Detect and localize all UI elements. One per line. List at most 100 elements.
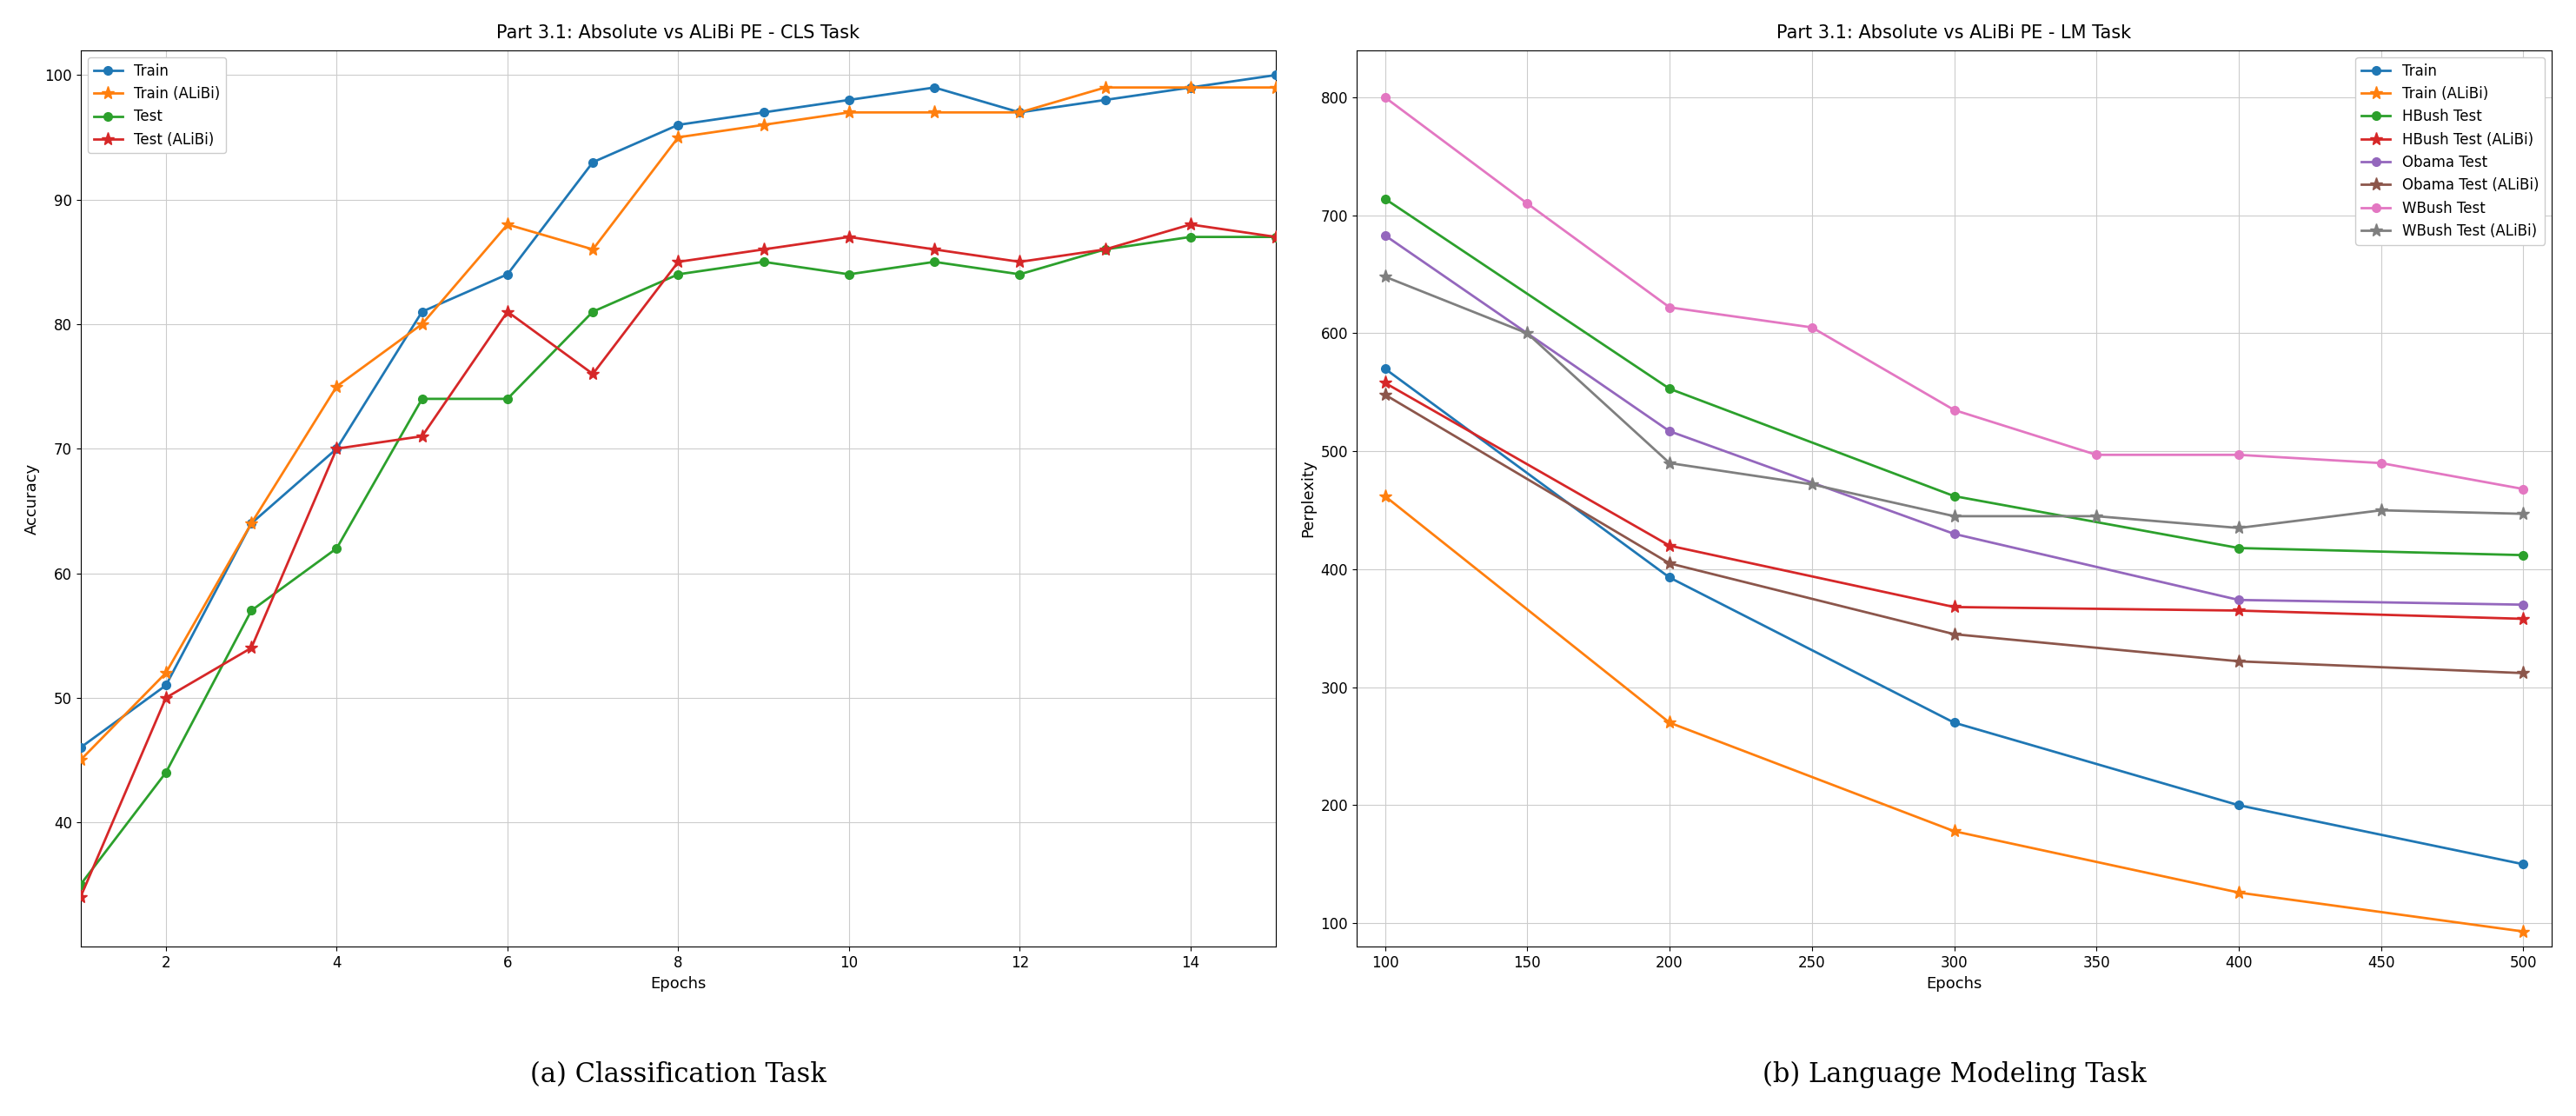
HBush Test (ALiBi) xyxy=(2223,604,2254,617)
Test xyxy=(662,268,693,281)
Line: Test: Test xyxy=(77,233,1280,888)
HBush Test (ALiBi) xyxy=(1940,600,1971,614)
Title: Part 3.1: Absolute vs ALiBi PE - CLS Task: Part 3.1: Absolute vs ALiBi PE - CLS Tas… xyxy=(497,25,860,41)
Title: Part 3.1: Absolute vs ALiBi PE - LM Task: Part 3.1: Absolute vs ALiBi PE - LM Task xyxy=(1777,25,2130,41)
WBush Test xyxy=(2223,449,2254,462)
WBush Test (ALiBi) xyxy=(1370,270,1401,283)
Obama Test (ALiBi) xyxy=(1370,388,1401,402)
HBush Test (ALiBi) xyxy=(1370,376,1401,389)
Test (ALiBi) xyxy=(322,442,353,455)
Train xyxy=(407,305,438,318)
Train xyxy=(322,442,353,455)
Train (ALiBi) xyxy=(407,317,438,330)
Test (ALiBi) xyxy=(407,430,438,443)
Test xyxy=(149,766,180,779)
Test xyxy=(920,256,951,269)
HBush Test (ALiBi) xyxy=(2509,613,2540,626)
Obama Test (ALiBi) xyxy=(1654,557,1685,570)
Train xyxy=(1175,80,1206,94)
Train (ALiBi) xyxy=(1370,490,1401,503)
Train xyxy=(2509,857,2540,870)
Line: HBush Test (ALiBi): HBush Test (ALiBi) xyxy=(1378,376,2530,625)
Test (ALiBi) xyxy=(149,691,180,704)
Test xyxy=(1260,230,1291,243)
Obama Test xyxy=(2509,598,2540,612)
Train (ALiBi) xyxy=(1175,80,1206,94)
Train (ALiBi) xyxy=(1940,825,1971,838)
Train (ALiBi) xyxy=(2223,886,2254,899)
WBush Test xyxy=(1654,300,1685,314)
Train xyxy=(64,741,95,754)
WBush Test xyxy=(1940,403,1971,416)
Test xyxy=(237,604,268,617)
Train (ALiBi) xyxy=(64,753,95,767)
Line: Train (ALiBi): Train (ALiBi) xyxy=(75,80,1283,767)
Test (ALiBi) xyxy=(747,242,778,256)
Y-axis label: Perplexity: Perplexity xyxy=(1301,460,1316,538)
Train (ALiBi) xyxy=(1090,80,1121,94)
Test xyxy=(1175,230,1206,243)
WBush Test (ALiBi) xyxy=(2365,503,2396,517)
Obama Test xyxy=(2223,594,2254,607)
Train xyxy=(1005,106,1036,119)
Line: Train: Train xyxy=(77,70,1280,752)
Line: WBush Test (ALiBi): WBush Test (ALiBi) xyxy=(1378,270,2530,535)
Test (ALiBi) xyxy=(835,230,866,243)
Test xyxy=(577,305,608,318)
Train (ALiBi) xyxy=(149,666,180,680)
Train xyxy=(1370,362,1401,375)
HBush Test xyxy=(1940,490,1971,503)
Train xyxy=(1940,716,1971,730)
Train xyxy=(577,155,608,169)
WBush Test xyxy=(1512,196,1543,210)
Test (ALiBi) xyxy=(1260,230,1291,243)
Test (ALiBi) xyxy=(1005,256,1036,269)
Test xyxy=(492,392,523,405)
Test xyxy=(1090,242,1121,256)
HBush Test xyxy=(2223,541,2254,555)
Train xyxy=(1260,68,1291,81)
WBush Test (ALiBi) xyxy=(1940,510,1971,523)
HBush Test xyxy=(1654,382,1685,395)
Line: Train (ALiBi): Train (ALiBi) xyxy=(1378,490,2530,939)
Obama Test (ALiBi) xyxy=(1940,627,1971,641)
Train (ALiBi) xyxy=(237,517,268,530)
Test (ALiBi) xyxy=(920,242,951,256)
Train xyxy=(2223,799,2254,812)
Train (ALiBi) xyxy=(322,379,353,393)
Text: (b) Language Modeling Task: (b) Language Modeling Task xyxy=(1762,1061,2146,1088)
Line: Obama Test: Obama Test xyxy=(1381,231,2527,609)
Legend: Train, Train (ALiBi), HBush Test, HBush Test (ALiBi), Obama Test, Obama Test (AL: Train, Train (ALiBi), HBush Test, HBush … xyxy=(2354,57,2545,244)
Test xyxy=(1005,268,1036,281)
WBush Test (ALiBi) xyxy=(1512,327,1543,340)
Train (ALiBi) xyxy=(577,242,608,256)
Test (ALiBi) xyxy=(1175,218,1206,231)
HBush Test xyxy=(1370,192,1401,205)
Test xyxy=(322,541,353,555)
Train xyxy=(835,94,866,107)
Train xyxy=(1090,94,1121,107)
Test (ALiBi) xyxy=(1090,242,1121,256)
Train xyxy=(237,517,268,530)
WBush Test xyxy=(1370,90,1401,104)
Test (ALiBi) xyxy=(577,367,608,381)
Line: WBush Test: WBush Test xyxy=(1381,93,2527,493)
Obama Test xyxy=(1940,527,1971,540)
Train xyxy=(492,268,523,281)
HBush Test xyxy=(2509,548,2540,561)
WBush Test (ALiBi) xyxy=(2509,507,2540,520)
Test (ALiBi) xyxy=(64,891,95,904)
Train (ALiBi) xyxy=(1260,80,1291,94)
Test xyxy=(835,268,866,281)
Line: Obama Test (ALiBi): Obama Test (ALiBi) xyxy=(1378,388,2530,680)
Test xyxy=(407,392,438,405)
Test xyxy=(64,878,95,892)
Test (ALiBi) xyxy=(237,642,268,655)
WBush Test xyxy=(2509,482,2540,496)
WBush Test (ALiBi) xyxy=(2081,510,2112,523)
Train (ALiBi) xyxy=(835,106,866,119)
Obama Test (ALiBi) xyxy=(2509,666,2540,680)
Line: HBush Test: HBush Test xyxy=(1381,194,2527,559)
Line: Train: Train xyxy=(1381,365,2527,868)
Train xyxy=(662,118,693,132)
